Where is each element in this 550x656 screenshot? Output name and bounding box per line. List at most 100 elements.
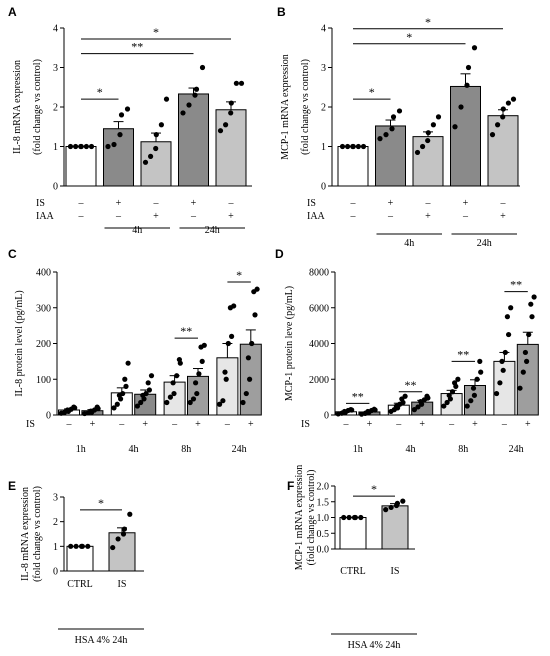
- data-point: [176, 356, 182, 363]
- data-point: [78, 143, 84, 150]
- data-point: [502, 349, 508, 356]
- y-tick-label: 0: [324, 411, 329, 422]
- data-point: [164, 399, 170, 406]
- data-point: [471, 392, 477, 398]
- data-point: [187, 399, 193, 406]
- bar: [381, 505, 409, 550]
- data-point: [217, 401, 223, 407]
- data-point: [452, 380, 458, 386]
- bar: [108, 532, 136, 572]
- condition-value: +: [116, 198, 122, 209]
- data-point: [455, 376, 461, 382]
- y-tick-label: 4000: [309, 339, 329, 350]
- significance-label: *: [406, 30, 412, 44]
- y-tick-label: 0: [321, 182, 326, 193]
- bar: [375, 125, 406, 187]
- data-point: [394, 500, 400, 506]
- condition-value: –: [153, 198, 160, 209]
- condition-value: –: [395, 419, 402, 430]
- condition-value: –: [224, 419, 231, 430]
- data-point: [73, 543, 79, 549]
- condition-value: +: [500, 211, 506, 222]
- condition-label: IS: [36, 198, 45, 209]
- data-point: [383, 132, 389, 138]
- condition-value: –: [118, 419, 125, 430]
- y-tick-label: 0: [46, 411, 51, 422]
- condition-value: –: [228, 198, 235, 209]
- condition-value: +: [472, 419, 478, 430]
- data-point: [411, 407, 417, 413]
- condition-value: –: [78, 198, 85, 209]
- data-point: [531, 294, 537, 300]
- data-point: [225, 340, 231, 347]
- data-point: [114, 401, 120, 407]
- condition-value: +: [248, 419, 254, 430]
- data-point: [358, 514, 364, 521]
- data-point: [424, 393, 430, 399]
- y-axis-label: (fold change vs control): [300, 59, 311, 155]
- y-tick-label: 2: [53, 103, 58, 114]
- data-point: [528, 301, 534, 307]
- data-point: [171, 390, 177, 397]
- condition-value: +: [90, 419, 96, 430]
- data-point: [252, 312, 258, 318]
- bar: [65, 146, 97, 187]
- data-point: [120, 531, 127, 537]
- bar: [450, 85, 481, 187]
- data-point: [415, 404, 421, 410]
- data-point: [228, 110, 234, 116]
- data-point: [111, 405, 117, 411]
- data-point: [396, 108, 403, 114]
- y-tick-label: 4: [53, 24, 58, 35]
- data-point: [520, 369, 526, 375]
- bar: [339, 517, 367, 550]
- data-point: [153, 145, 159, 152]
- panel-b: B 0 1 2 3 4 MCP-1 mRNA expression (fold change …: [277, 5, 520, 249]
- data-point: [124, 106, 131, 112]
- data-point: [504, 314, 510, 320]
- data-point: [446, 392, 452, 398]
- data-point: [105, 143, 111, 150]
- data-point: [510, 96, 517, 102]
- footer-label: HSA 4% 24h: [348, 640, 401, 651]
- group-label: 1h: [353, 444, 363, 455]
- data-point: [430, 122, 436, 128]
- data-point: [121, 526, 127, 532]
- data-point: [464, 82, 470, 88]
- y-axis-label: MCP-1 protein leve (pg/mL): [284, 286, 295, 401]
- group-label: 8h: [181, 444, 191, 455]
- data-point: [441, 403, 447, 409]
- data-point: [464, 403, 470, 409]
- condition-value: +: [525, 419, 531, 430]
- bar: [412, 136, 444, 187]
- data-point: [233, 80, 239, 86]
- data-point: [420, 143, 426, 150]
- group-label: 4h: [406, 444, 416, 455]
- data-point: [517, 385, 523, 391]
- y-tick-label: 8000: [309, 268, 329, 279]
- y-tick-label: 1.5: [317, 497, 330, 508]
- y-axis-label: MCP-1 mRNA expression: [280, 54, 291, 160]
- footer-label: HSA 4% 24h: [75, 635, 128, 646]
- condition-value: +: [191, 198, 197, 209]
- significance-label: *: [98, 496, 104, 510]
- y-tick-label: 3: [53, 493, 58, 504]
- data-point: [199, 64, 206, 71]
- bar: [178, 93, 209, 187]
- condition-value: –: [66, 419, 73, 430]
- data-point: [163, 96, 170, 102]
- data-point: [158, 122, 164, 128]
- data-point: [223, 122, 229, 128]
- y-tick-label: 0.5: [317, 529, 330, 540]
- data-point: [414, 149, 421, 156]
- group-label: 8h: [458, 444, 468, 455]
- y-tick-label: 1: [53, 142, 58, 153]
- data-point: [425, 130, 431, 136]
- data-point: [495, 122, 501, 128]
- data-point: [123, 383, 129, 389]
- data-point: [148, 373, 155, 379]
- y-tick-label: 2000: [309, 375, 329, 386]
- data-point: [500, 114, 506, 120]
- data-point: [425, 137, 431, 144]
- condition-value: –: [500, 198, 507, 209]
